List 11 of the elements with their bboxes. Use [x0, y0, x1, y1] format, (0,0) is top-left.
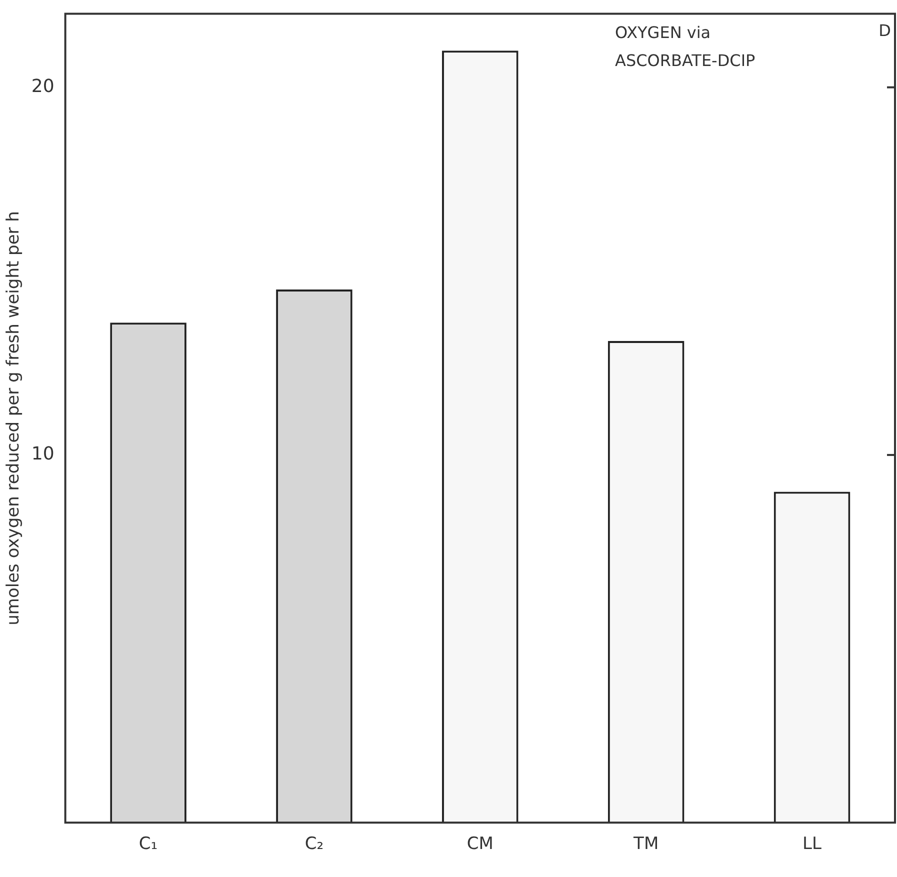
y-tick-label: 10	[31, 444, 54, 465]
x-tick-label: LL	[802, 834, 822, 854]
y-tick-label: 20	[31, 76, 54, 97]
x-tick-label: CM	[466, 834, 494, 854]
y-axis-title: umoles oxygen reduced per g fresh weight per h	[4, 211, 24, 626]
x-tick-label: C₂	[304, 834, 324, 854]
x-tick-label: TM	[632, 834, 659, 854]
annotation: OXYGEN via	[615, 22, 711, 42]
annotation: D	[878, 20, 891, 40]
annotation: ASCORBATE-DCIP	[615, 50, 756, 70]
x-tick-label: C₁	[138, 834, 158, 854]
